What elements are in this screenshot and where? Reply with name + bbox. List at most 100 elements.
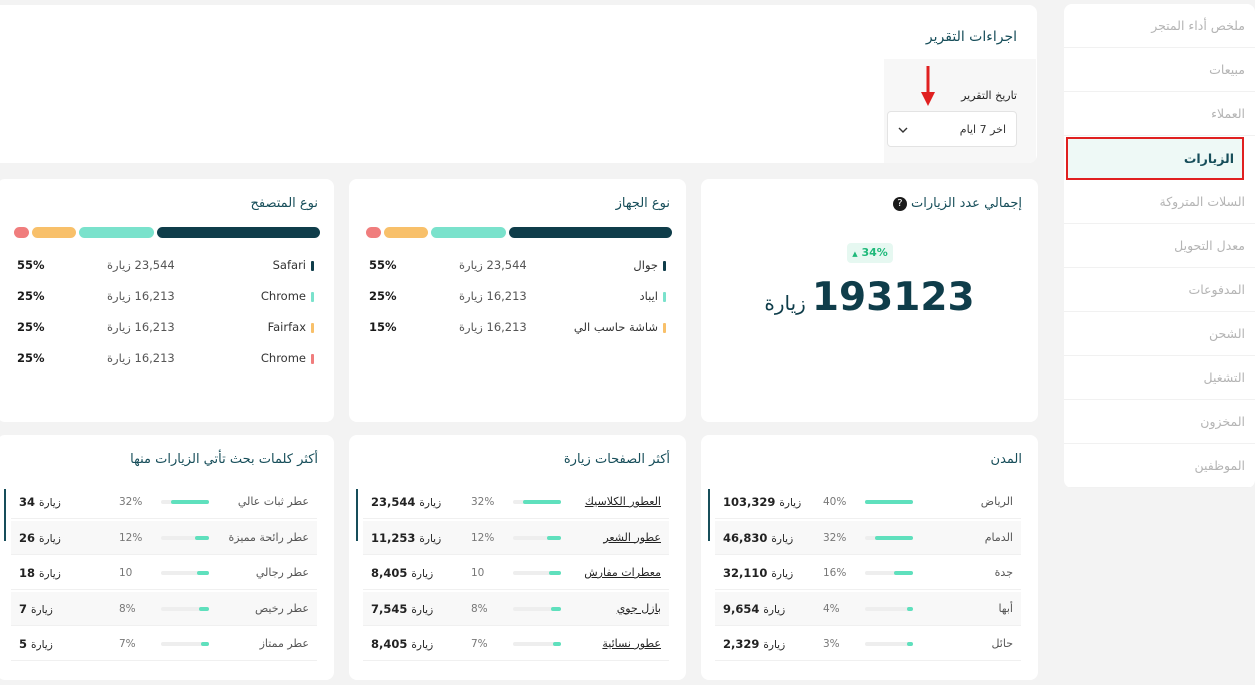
row-value-unit: زيارة (39, 497, 61, 509)
list-row[interactable]: زيارة103,329 40% الرياض (715, 485, 1021, 519)
list-row[interactable]: زيارة7 8% عطر رخيص (11, 591, 317, 626)
list-accent-bar (708, 489, 710, 541)
progress-track (513, 500, 561, 504)
progress-track (161, 500, 209, 504)
help-icon[interactable]: ? (892, 196, 907, 211)
progress-fill (199, 606, 209, 611)
page-link[interactable]: عطور الشعر (603, 530, 661, 544)
sidebar-item[interactable]: مبيعات (1064, 48, 1255, 92)
row-value-number: 7,545 (371, 601, 408, 616)
list-accent-bar (4, 489, 6, 541)
row-value-unit: زيارة (419, 532, 442, 545)
sidebar-item[interactable]: السلات المتروكة (1064, 180, 1255, 224)
row-name: Chrome (260, 351, 306, 365)
row-percent: 40% (823, 496, 847, 508)
row-value: زيارة11,253 (371, 531, 441, 545)
list-row[interactable]: زيارة9,654 4% أبها (715, 591, 1021, 626)
progress-track (513, 606, 561, 611)
page-link[interactable]: معطرات مفارش (584, 566, 661, 579)
list-row[interactable]: زيارة26 12% عطر رائحة مميزة (11, 520, 317, 555)
list-row[interactable]: زيارة2,329 3% حائل (715, 627, 1021, 661)
legend-marker (311, 292, 314, 302)
list-row[interactable]: زيارة11,253 12% عطور الشعر (363, 520, 669, 555)
cities-card: المدن زيارة103,329 40% الرياض زيارة46,830 32… (701, 435, 1038, 680)
list-row[interactable]: زيارة7,545 8% بازل جوي (363, 591, 669, 626)
distribution-row: 25% 16,213 زيارة Chrome (0, 351, 334, 371)
row-percent: 32% (471, 496, 495, 508)
row-value-unit: زيارة (31, 603, 53, 616)
distribution-row: 25% 16,213 زيارة ايباد (349, 289, 686, 309)
row-value-unit: زيارة (771, 568, 794, 580)
list-row[interactable]: زيارة5 7% عطر ممتاز (11, 627, 317, 661)
row-percent: 7% (119, 638, 136, 650)
page-link[interactable]: عطور نسائية (602, 637, 661, 650)
browser-type-title: نوع المتصفح (250, 196, 318, 211)
sidebar-item[interactable]: الشحن (1064, 312, 1255, 356)
row-percent: 8% (471, 602, 488, 615)
report-date-value: اخر 7 ايام (959, 122, 1006, 136)
row-value-number: 23,544 (371, 495, 416, 509)
sidebar-item[interactable]: المدفوعات (1064, 268, 1255, 312)
row-name: الدمام (984, 530, 1013, 544)
row-name: عطر ممتاز (259, 637, 309, 650)
progress-track (161, 606, 209, 611)
progress-fill (171, 500, 209, 504)
legend-marker (311, 323, 314, 333)
progress-track (161, 642, 209, 646)
legend-marker (663, 292, 666, 302)
progress-track (865, 500, 913, 504)
legend-marker (663, 323, 666, 333)
row-name: Fairfax (267, 320, 306, 334)
row-count: 23,544 زيارة (107, 258, 175, 272)
progress-track (865, 606, 913, 611)
row-value: زيارة8,405 (371, 566, 433, 580)
progress-fill (907, 642, 913, 646)
legend-marker (311, 261, 314, 271)
arrow-up-icon: ▲ (852, 250, 858, 258)
total-visits-value: 193123 (811, 275, 975, 320)
distribution-segment (156, 227, 320, 238)
sidebar-item[interactable]: التشغيل (1064, 356, 1255, 400)
row-name: عطر رجالي (255, 566, 309, 579)
list-accent-bar (356, 489, 358, 541)
row-value-number: 26 (19, 530, 36, 545)
sidebar-item[interactable]: معدل التحويل (1064, 224, 1255, 268)
list-row[interactable]: زيارة32,110 16% جدة (715, 556, 1021, 590)
change-badge: ▲ 34% (847, 243, 893, 263)
row-count: 16,213 زيارة (459, 289, 527, 303)
progress-fill (865, 500, 913, 504)
row-value: زيارة23,544 (371, 495, 441, 509)
page-link[interactable]: بازل جوي (616, 601, 661, 615)
row-value-unit: زيارة (411, 568, 434, 580)
sidebar-item[interactable]: المخزون (1064, 400, 1255, 444)
row-value: زيارة103,329 (723, 495, 801, 509)
row-value-number: 8,405 (371, 637, 408, 651)
list-row[interactable]: زيارة46,830 32% الدمام (715, 520, 1021, 555)
row-percent: 15% (369, 320, 397, 334)
row-name: ايباد (639, 289, 659, 303)
row-percent: 4% (823, 602, 840, 615)
report-date-select[interactable]: اخر 7 ايام (887, 111, 1017, 147)
row-name: عطر رائحة مميزة (228, 530, 309, 544)
row-value-number: 32,110 (723, 566, 768, 580)
list-row[interactable]: زيارة23,544 32% العطور الكلاسيك (363, 485, 669, 519)
list-row[interactable]: زيارة34 32% عطر ثبات عالي (11, 485, 317, 519)
row-value-number: 103,329 (723, 495, 776, 509)
distribution-segment (431, 227, 506, 238)
row-name: عطر رخيص (254, 601, 309, 615)
sidebar-item[interactable]: ملخص أداء المتجر (1064, 4, 1255, 48)
page-link[interactable]: العطور الكلاسيك (584, 495, 661, 508)
sidebar-item[interactable]: العملاء (1064, 92, 1255, 136)
row-value: زيارة32,110 (723, 566, 793, 580)
top-keywords-card: أكثر كلمات بحث تأتي الزيارات منها زيارة3… (0, 435, 334, 680)
progress-fill (549, 571, 561, 575)
sidebar-item[interactable]: الموظفين (1064, 444, 1255, 488)
list-row[interactable]: زيارة8,405 10 معطرات مفارش (363, 556, 669, 590)
top-keywords-title: أكثر كلمات بحث تأتي الزيارات منها (130, 452, 318, 467)
list-row[interactable]: زيارة18 10 عطر رجالي (11, 556, 317, 590)
list-row[interactable]: زيارة8,405 7% عطور نسائية (363, 627, 669, 661)
device-type-card: نوع الجهاز 55% 23,544 زيارة جوال 25% 16,213 … (349, 179, 686, 422)
row-count: 16,213 زيارة (107, 320, 175, 334)
sidebar-item[interactable]: الزيارات (1066, 137, 1244, 180)
progress-fill (523, 500, 561, 504)
